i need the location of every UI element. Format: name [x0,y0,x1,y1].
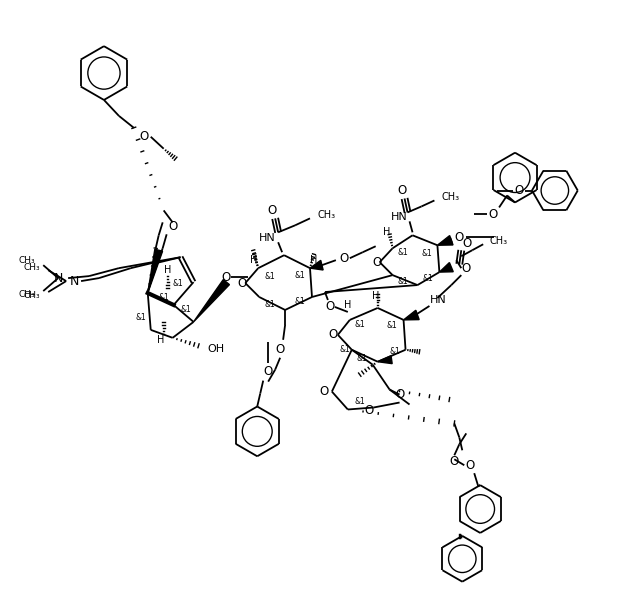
Text: O: O [489,208,498,221]
Polygon shape [437,235,453,245]
Text: CH₃: CH₃ [23,262,40,272]
Text: &1: &1 [173,279,183,288]
Polygon shape [378,356,392,364]
Polygon shape [404,310,419,320]
Text: CH₃: CH₃ [23,291,40,300]
Text: &1: &1 [354,397,365,406]
Text: CH₃: CH₃ [19,289,35,298]
Text: &1: &1 [181,305,191,314]
Text: O: O [339,252,349,265]
Text: H: H [157,335,164,345]
Polygon shape [147,249,162,293]
Text: O: O [168,220,178,233]
Text: O: O [222,271,231,283]
Text: N: N [54,271,63,285]
Text: CH₃: CH₃ [19,256,35,265]
Text: &1: &1 [265,271,276,280]
Text: &1: &1 [386,322,397,331]
Text: &1: &1 [135,313,146,322]
Text: CH₃: CH₃ [441,192,460,202]
Text: CH₃: CH₃ [489,236,507,246]
Text: H: H [310,255,318,265]
Text: O: O [462,237,471,250]
Text: &1: &1 [295,271,305,280]
Text: &1: &1 [339,345,350,354]
Text: N: N [69,274,79,288]
Text: O: O [263,365,273,378]
Text: O: O [238,277,247,289]
Text: O: O [372,256,381,269]
Text: &1: &1 [422,274,433,283]
Text: O: O [320,385,329,398]
Text: O: O [466,459,475,472]
Text: H: H [249,255,257,265]
Text: O: O [515,184,524,197]
Text: H: H [164,265,172,275]
Text: &1: &1 [397,277,408,286]
Text: O: O [462,262,471,275]
Text: O: O [325,301,334,313]
Text: &1: &1 [389,347,400,356]
Text: HN: HN [259,233,275,243]
Text: O: O [276,343,285,356]
Text: &1: &1 [421,249,432,258]
Text: &1: &1 [295,298,305,307]
Polygon shape [439,262,453,272]
Text: H: H [372,291,379,301]
Text: O: O [455,231,464,244]
Text: O: O [395,388,404,401]
Text: H: H [383,227,391,237]
Polygon shape [194,280,230,322]
Text: &1: &1 [159,292,170,301]
Text: HN: HN [391,213,408,222]
Polygon shape [310,261,323,270]
Text: O: O [364,404,373,417]
Text: &1: &1 [354,320,365,329]
Text: O: O [397,184,406,197]
Text: &1: &1 [265,301,276,310]
Text: &1: &1 [397,248,408,257]
Text: OH: OH [207,344,225,354]
Text: CH₃: CH₃ [318,210,336,220]
Text: O: O [139,130,149,143]
Text: O: O [328,328,337,341]
Text: HN: HN [429,295,446,305]
Text: &1: &1 [357,354,367,363]
Text: O: O [268,204,277,217]
Text: H: H [344,300,352,310]
Text: O: O [450,455,459,468]
